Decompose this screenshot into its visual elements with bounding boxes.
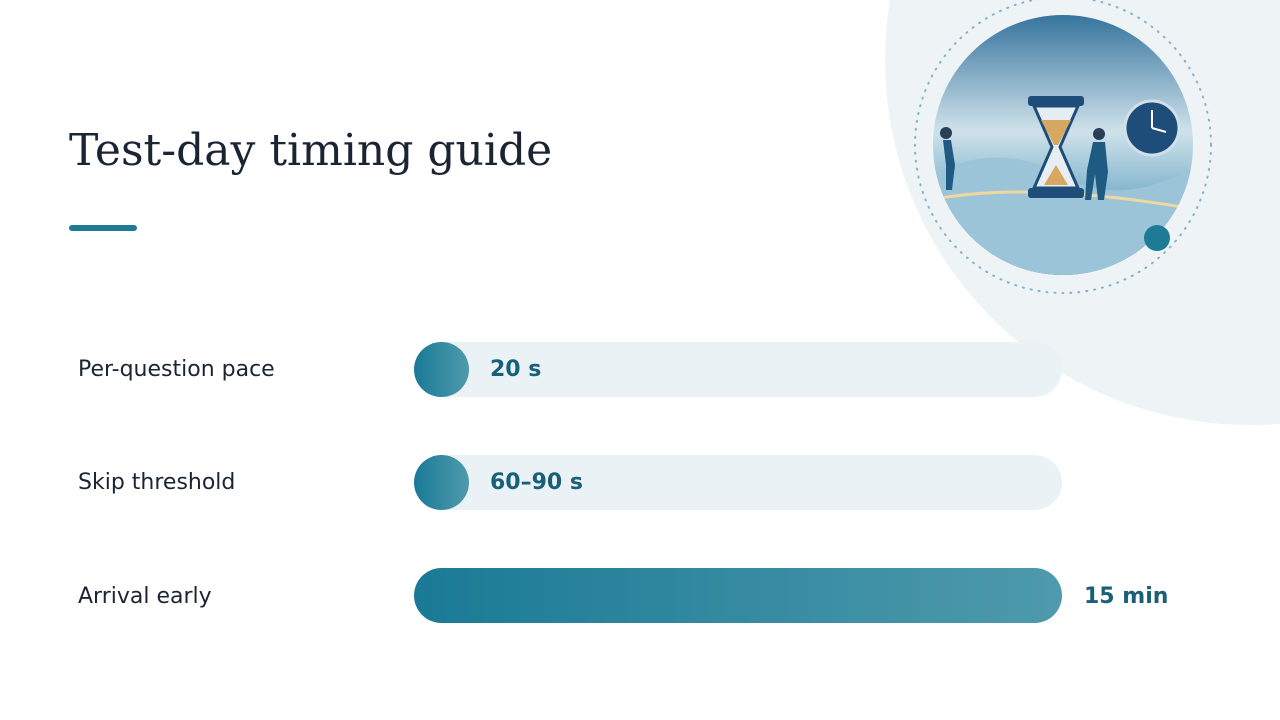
row: Skip threshold 60–90 s (78, 455, 1062, 510)
row-label: Per-question pace (78, 357, 275, 382)
row: Arrival early 15 min (78, 568, 1168, 623)
title: Test-day timing guide (69, 125, 552, 176)
bar-track (414, 455, 1062, 510)
row-label: Arrival early (78, 584, 212, 609)
bar-fill (414, 342, 469, 397)
row: Per-question pace 20 s (78, 342, 1062, 397)
title-accent (69, 225, 137, 231)
bar-fill (414, 568, 1062, 623)
row-value: 15 min (1084, 584, 1168, 609)
bar-track (414, 342, 1062, 397)
accent-dot (1144, 225, 1170, 251)
row-value: 20 s (490, 357, 541, 382)
row-label: Skip threshold (78, 470, 235, 495)
bar-fill (414, 455, 469, 510)
row-value: 60–90 s (490, 470, 583, 495)
dotted-ring (914, 0, 1212, 294)
